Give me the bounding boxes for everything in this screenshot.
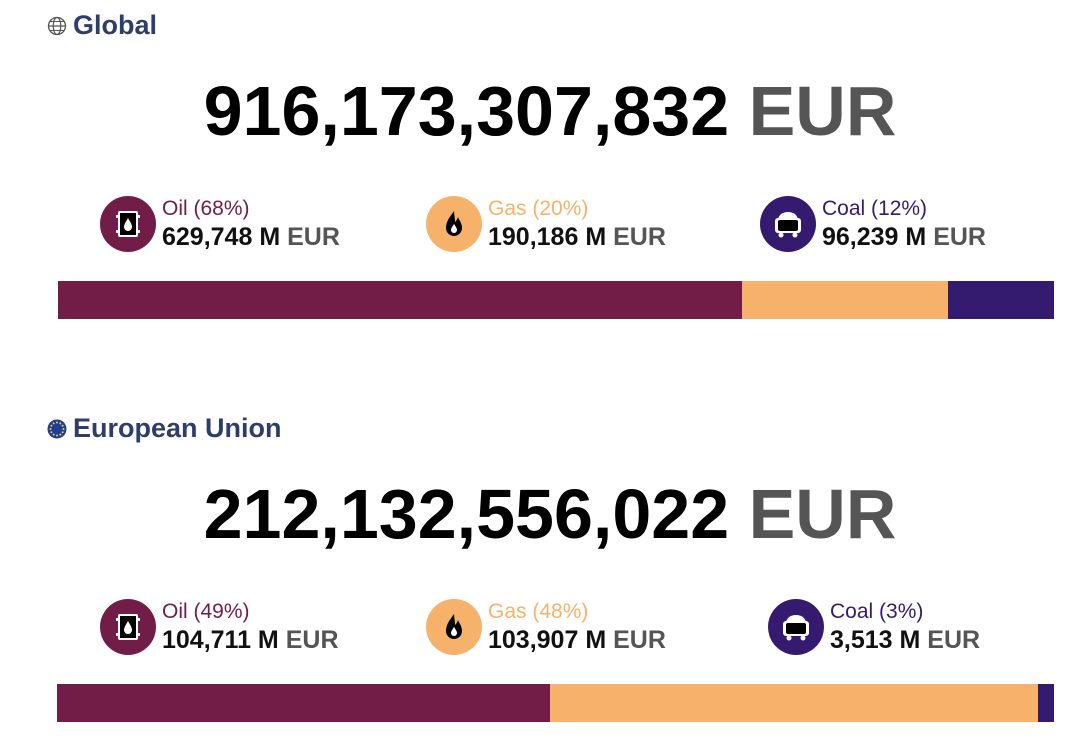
section-title-text: European Union	[73, 413, 282, 443]
total-amount: 916,173,307,832 EUR	[0, 76, 1078, 146]
total-number: 212,132,556,022	[203, 475, 730, 553]
global-section: Global 916,173,307,832 EUR Oil (68%) 629…	[0, 0, 1078, 330]
fuel-gas: Gas (20%) 190,186 M EUR	[426, 196, 666, 252]
fuel-label: Gas (48%)	[488, 600, 589, 623]
section-title-text: Global	[73, 10, 158, 40]
eu-section: European Union 212,132,556,022 EUR Oil (…	[0, 403, 1078, 733]
total-number: 916,173,307,832	[203, 72, 730, 150]
total-amount: 212,132,556,022 EUR	[0, 479, 1078, 549]
gas-flame-icon	[426, 599, 482, 655]
gas-flame-icon	[426, 196, 482, 252]
fuel-oil: Oil (49%) 104,711 M EUR	[100, 599, 339, 655]
fuel-oil: Oil (68%) 629,748 M EUR	[100, 196, 340, 252]
fuel-value-unit: EUR	[933, 223, 986, 251]
fuel-coal: Coal (12%) 96,239 M EUR	[760, 196, 986, 252]
fuel-value: 629,748 M EUR	[162, 222, 340, 252]
fuel-label: Gas (20%)	[488, 197, 589, 220]
fuel-value-unit: EUR	[927, 626, 981, 654]
eu-flag-icon	[47, 419, 67, 439]
total-currency: EUR	[748, 72, 897, 150]
section-title: Global	[47, 10, 157, 41]
fuel-value-number: 96,239 M	[822, 223, 927, 251]
fuel-value-unit: EUR	[613, 223, 666, 251]
total-currency: EUR	[748, 475, 897, 553]
fuel-label: Coal (12%)	[822, 197, 928, 220]
share-bar	[57, 684, 1054, 722]
coal-cart-icon	[760, 196, 816, 252]
fuel-value-number: 104,711 M	[162, 626, 279, 654]
oil-barrel-icon	[100, 196, 156, 252]
fuel-value-unit: EUR	[613, 626, 666, 654]
share-bar-oil	[57, 684, 550, 722]
fuel-value: 190,186 M EUR	[488, 222, 666, 252]
share-bar-coal	[948, 281, 1054, 319]
oil-barrel-icon	[100, 599, 156, 655]
section-title: European Union	[47, 413, 282, 444]
fuel-label: Oil (68%)	[162, 197, 250, 220]
fuel-value-unit: EUR	[285, 626, 339, 654]
coal-cart-icon	[768, 599, 824, 655]
fuel-value: 96,239 M EUR	[822, 222, 986, 252]
share-bar-gas	[742, 281, 949, 319]
fuel-value: 104,711 M EUR	[162, 625, 339, 655]
fuel-gas: Gas (48%) 103,907 M EUR	[426, 599, 666, 655]
fuel-value: 103,907 M EUR	[488, 625, 666, 655]
share-bar	[58, 281, 1054, 319]
fuel-value-unit: EUR	[287, 223, 340, 251]
fuel-value: 3,513 M EUR	[830, 625, 980, 655]
fuel-value-number: 3,513 M	[830, 626, 921, 654]
fuel-label: Coal (3%)	[830, 600, 924, 623]
share-bar-gas	[549, 684, 1039, 722]
fuel-value-number: 629,748 M	[162, 223, 281, 251]
share-bar-oil	[58, 281, 743, 319]
fuel-coal: Coal (3%) 3,513 M EUR	[768, 599, 980, 655]
fuel-value-number: 103,907 M	[488, 626, 607, 654]
fuel-label: Oil (49%)	[162, 600, 250, 623]
share-bar-coal	[1038, 684, 1054, 722]
globe-icon	[47, 16, 67, 36]
fuel-value-number: 190,186 M	[488, 223, 607, 251]
